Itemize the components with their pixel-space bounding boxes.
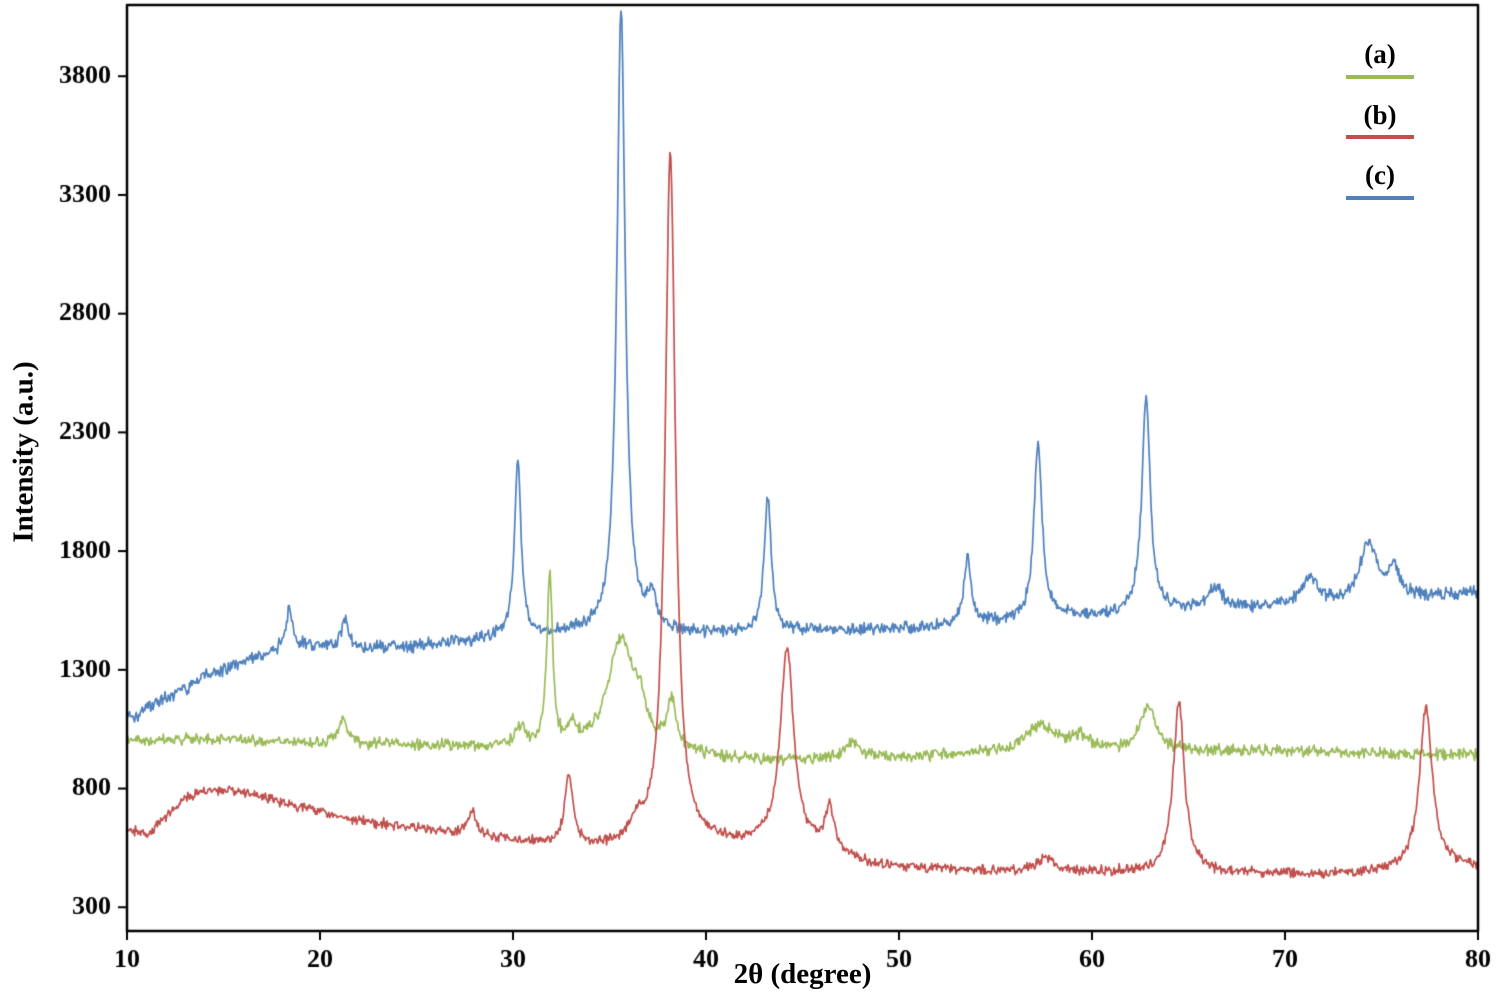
y-axis-title: Intensity (a.u.)	[7, 361, 40, 543]
x-axis-title: 2θ (degree)	[733, 958, 872, 990]
legend-label-c: (c)	[1365, 160, 1395, 191]
legend-label-a: (a)	[1364, 39, 1396, 69]
legend-color-line-c	[1346, 196, 1414, 201]
legend: (a) (b) (c)	[1346, 39, 1414, 201]
legend-entry-c: (c)	[1346, 160, 1414, 201]
legend-label-b: (b)	[1363, 99, 1397, 130]
legend-color-line-a	[1346, 74, 1414, 79]
legend-entry-b: (b)	[1346, 99, 1414, 140]
legend-entry-a: (a)	[1346, 39, 1414, 79]
legend-color-line-b	[1346, 135, 1414, 140]
